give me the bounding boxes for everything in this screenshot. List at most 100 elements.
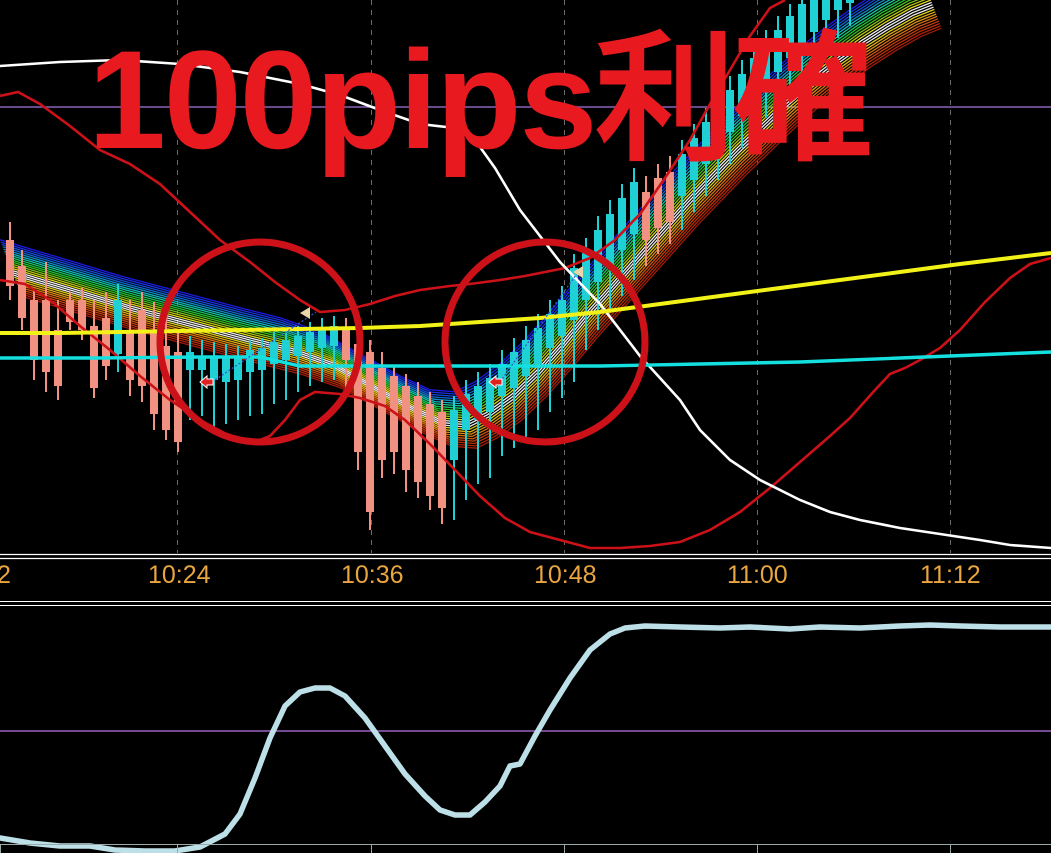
candle-body [414, 396, 422, 482]
candle-body [18, 266, 26, 318]
oscillator-line [0, 622, 1051, 853]
oscillator-axis-line [0, 844, 1051, 845]
divider-line-top [0, 601, 1051, 602]
signal-circle-2[interactable] [441, 238, 649, 446]
candle-body [786, 16, 794, 58]
candle-body [462, 394, 470, 430]
time-tick-4: 11:00 [727, 561, 788, 589]
ma-yellow-line [0, 251, 1051, 335]
candle-body [270, 342, 278, 364]
oscillator-tick [177, 845, 178, 853]
gmma-band [21, 27, 942, 449]
candle-body [234, 356, 242, 380]
annotation-headline: 100pips利確 [88, 21, 873, 178]
candle-body [726, 90, 734, 132]
time-tick-0: 2 [0, 561, 11, 589]
oscillator-tick [371, 845, 372, 853]
exit-arrow-2[interactable] [573, 266, 583, 278]
candlestick-series [6, 0, 854, 530]
price-chart-canvas[interactable] [0, 0, 1051, 601]
candle-body [402, 386, 410, 470]
candle-body [630, 182, 638, 234]
price-chart-panel[interactable]: 100pips利確 2 10:24 10:36 10:48 11:00 11:1… [0, 0, 1051, 601]
oscillator-tick [950, 845, 951, 853]
gmma-band [8, 0, 920, 416]
candle-body [342, 330, 350, 360]
candle-body [138, 310, 146, 386]
oscillator-tick [0, 845, 1, 853]
candle-body [714, 106, 722, 148]
candle-body [222, 356, 230, 382]
exit-arrow-1[interactable] [300, 307, 310, 319]
trendline-dotted-1[interactable] [211, 311, 317, 383]
candle-body [186, 352, 194, 370]
gmma-band [0, 0, 872, 395]
candle-body [246, 350, 254, 372]
gmma-band [19, 22, 941, 445]
candle-body [318, 328, 326, 348]
candle-body [678, 154, 686, 196]
candle-body [474, 386, 482, 420]
candle-body [534, 328, 542, 364]
candle-body [702, 122, 710, 164]
gmma-band [16, 15, 938, 438]
divider-line-bottom [0, 605, 1051, 606]
trendline-dotted-2[interactable] [499, 271, 579, 383]
candle-body [822, 0, 830, 20]
candle-body [654, 178, 662, 228]
candle-body [774, 30, 782, 72]
candle-body [570, 268, 578, 320]
oscillator-canvas[interactable] [0, 606, 1051, 853]
candle-body [390, 376, 398, 452]
candle-body [210, 358, 218, 380]
candle-body [30, 300, 38, 360]
candle-body [450, 410, 458, 460]
candle-body [282, 340, 290, 360]
entry-arrow-1[interactable] [199, 374, 214, 390]
candle-body [510, 352, 518, 388]
gmma-band [20, 25, 941, 447]
candle-body [438, 412, 446, 508]
candle-body [366, 352, 374, 512]
panel-divider [0, 601, 1051, 606]
oscillator-axis [0, 843, 1051, 853]
oscillator-tick [757, 845, 758, 853]
candle-body [114, 300, 122, 354]
candle-body [582, 252, 590, 300]
candle-body [306, 332, 314, 352]
candle-body [378, 368, 386, 460]
candle-body [126, 330, 134, 380]
signal-circle-1[interactable] [156, 238, 364, 446]
oscillator-tick [564, 845, 565, 853]
candle-body [42, 300, 50, 372]
candle-body [522, 340, 530, 376]
entry-arrow-2[interactable] [488, 374, 503, 390]
candle-body [738, 74, 746, 116]
candle-body [666, 172, 674, 222]
candle-body [558, 300, 566, 336]
time-axis-rule [0, 553, 1051, 560]
ma-cyan-line [0, 350, 1051, 368]
oscillator-panel[interactable] [0, 606, 1051, 853]
candle-body [750, 58, 758, 100]
candle-body [426, 404, 434, 496]
time-tick-5: 11:12 [920, 561, 981, 589]
candle-body [606, 214, 614, 266]
candle-body [162, 346, 170, 430]
candle-body [294, 336, 302, 356]
time-tick-1: 10:24 [148, 561, 211, 589]
candle-body [846, 0, 854, 3]
candle-body [78, 300, 86, 330]
ma-white-line [0, 58, 1051, 550]
time-tick-3: 10:48 [534, 561, 597, 589]
time-axis: 2 10:24 10:36 10:48 11:00 11:12 [0, 553, 1051, 601]
candle-body [690, 138, 698, 180]
candle-body [546, 314, 554, 348]
candle-body [762, 44, 770, 86]
envelope-red-upper-line [0, 0, 786, 314]
candle-body [642, 192, 650, 240]
candle-body [66, 300, 74, 322]
candle-body [330, 326, 338, 346]
candle-body [618, 198, 626, 250]
